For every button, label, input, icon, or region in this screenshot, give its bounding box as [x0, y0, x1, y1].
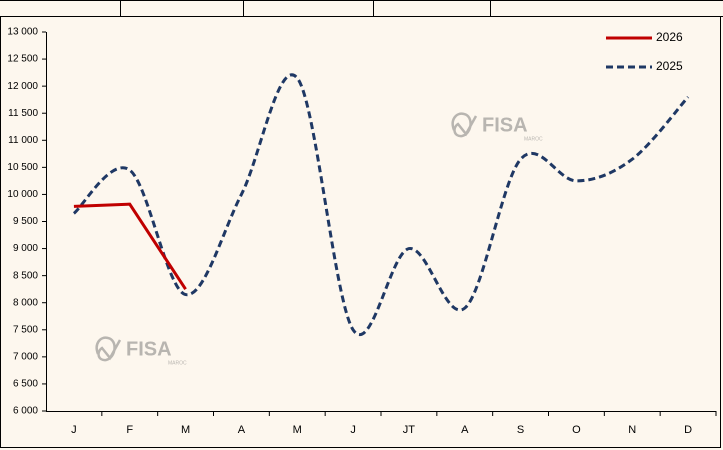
y-tick-label: 12 000	[7, 81, 38, 92]
x-tick-label: M	[181, 424, 190, 436]
x-tick-label: N	[628, 424, 636, 436]
y-tick-label: 11 500	[8, 108, 38, 119]
y-tick-label: 7 000	[13, 351, 38, 362]
y-tick-label: 11 000	[8, 135, 38, 146]
line-series	[73, 202, 187, 291]
y-tick-label: 6 000	[13, 406, 38, 417]
y-tick-label: 8 500	[13, 270, 38, 281]
y-tick-label: 9 000	[13, 243, 38, 254]
watermark-sub: MAROC	[524, 136, 543, 142]
x-tick-label: S	[517, 424, 524, 436]
x-tick-label: J	[350, 424, 356, 436]
x-tick-label: JT	[403, 424, 416, 436]
y-tick-label: 6 500	[13, 379, 38, 390]
watermark: FISA MAROC	[451, 112, 543, 142]
watermark: FISA MAROC	[95, 336, 187, 366]
x-tick-label: O	[572, 424, 581, 436]
x-tick-label: A	[461, 424, 469, 436]
y-tick-label: 10 500	[7, 162, 38, 173]
y-tick-label: 8 000	[13, 297, 38, 308]
legend-label: 2026	[656, 30, 683, 44]
watermark-name: FISA	[126, 338, 172, 360]
x-tick-label: M	[293, 424, 302, 436]
watermark-sub: MAROC	[168, 360, 187, 366]
frame	[0, 16, 721, 448]
y-tick-label: 9 500	[13, 216, 38, 227]
y-tick-label: 10 000	[7, 189, 38, 200]
x-tick-label: J	[71, 424, 77, 436]
x-tick-label: A	[238, 424, 246, 436]
y-tick-label: 13 000	[7, 27, 38, 38]
x-tick-label: D	[684, 424, 692, 436]
y-tick-label: 12 500	[7, 54, 38, 65]
y-tick-label: 7 500	[13, 324, 38, 335]
legend-label: 2025	[656, 59, 683, 73]
line-series	[72, 73, 690, 336]
x-tick-label: F	[126, 424, 133, 436]
watermark-name: FISA	[482, 114, 528, 136]
